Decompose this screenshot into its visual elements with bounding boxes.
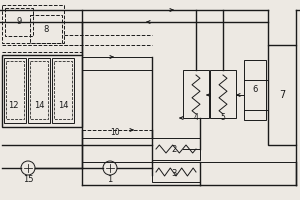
Text: 2: 2 <box>171 146 177 154</box>
Text: 6: 6 <box>252 86 258 95</box>
Text: 9: 9 <box>16 18 22 26</box>
Bar <box>210 70 236 118</box>
Bar <box>244 60 266 120</box>
Text: 7: 7 <box>279 90 285 100</box>
Text: 4: 4 <box>194 114 198 122</box>
Text: 14: 14 <box>58 100 68 110</box>
Text: 5: 5 <box>220 114 225 122</box>
Bar <box>4 58 26 123</box>
Bar <box>30 15 62 43</box>
Text: 14: 14 <box>34 100 44 110</box>
Bar <box>5 8 33 36</box>
Text: 8: 8 <box>43 24 49 33</box>
Text: 15: 15 <box>23 176 33 184</box>
Bar <box>30 61 48 119</box>
Bar <box>6 61 24 119</box>
Bar <box>152 162 200 182</box>
Bar <box>54 61 72 119</box>
Text: 10: 10 <box>110 128 120 137</box>
Bar <box>2 5 64 43</box>
Bar <box>183 70 209 118</box>
Bar <box>268 45 296 145</box>
Text: 12: 12 <box>8 100 18 110</box>
Bar <box>52 58 74 123</box>
Text: 1: 1 <box>107 176 112 184</box>
Bar <box>28 58 50 123</box>
Bar <box>152 138 200 160</box>
Text: 3: 3 <box>171 170 177 178</box>
Bar <box>2 55 82 127</box>
